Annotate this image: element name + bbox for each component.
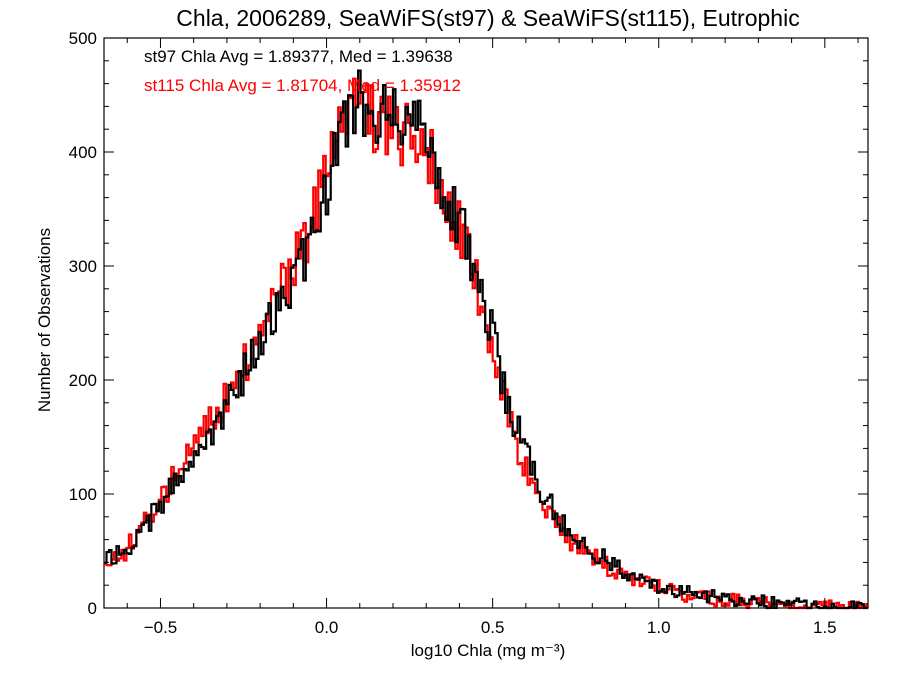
annotations: st97 Chla Avg = 1.89377, Med = 1.39638 st… [144, 47, 461, 95]
annotation-st115-stats: st115 Chla Avg = 1.81704, Med = 1.35912 [144, 76, 461, 95]
y-axis-label: Number of Observations [35, 228, 54, 412]
y-tick-label: 300 [69, 257, 97, 276]
y-tick-label: 500 [69, 29, 97, 48]
y-tick-label: 0 [88, 599, 97, 618]
y-tick-label: 400 [69, 143, 97, 162]
x-tick-label: 1.5 [813, 618, 837, 637]
chart-title: Chla, 2006289, SeaWiFS(st97) & SeaWiFS(s… [176, 5, 799, 31]
x-axis-label: log10 Chla (mg m⁻³) [411, 641, 565, 660]
y-axis: 0 100 200 300 400 500 [69, 29, 868, 618]
x-axis: −0.5 0.0 0.5 1.0 1.5 [126, 38, 859, 637]
annotation-st97-stats: st97 Chla Avg = 1.89377, Med = 1.39638 [144, 47, 453, 66]
x-tick-label: −0.5 [144, 618, 178, 637]
x-tick-label: 0.0 [315, 618, 339, 637]
plot-area: −0.5 0.0 0.5 1.0 1.5 0 100 200 300 400 500 [69, 29, 869, 637]
series-st97-line [104, 69, 868, 610]
x-tick-label: 0.5 [481, 618, 505, 637]
y-tick-label: 100 [69, 485, 97, 504]
series-st115-line [104, 77, 868, 610]
plot-frame [103, 37, 869, 609]
y-tick-label: 200 [69, 371, 97, 390]
x-tick-label: 1.0 [647, 618, 671, 637]
series-layer [104, 69, 868, 610]
